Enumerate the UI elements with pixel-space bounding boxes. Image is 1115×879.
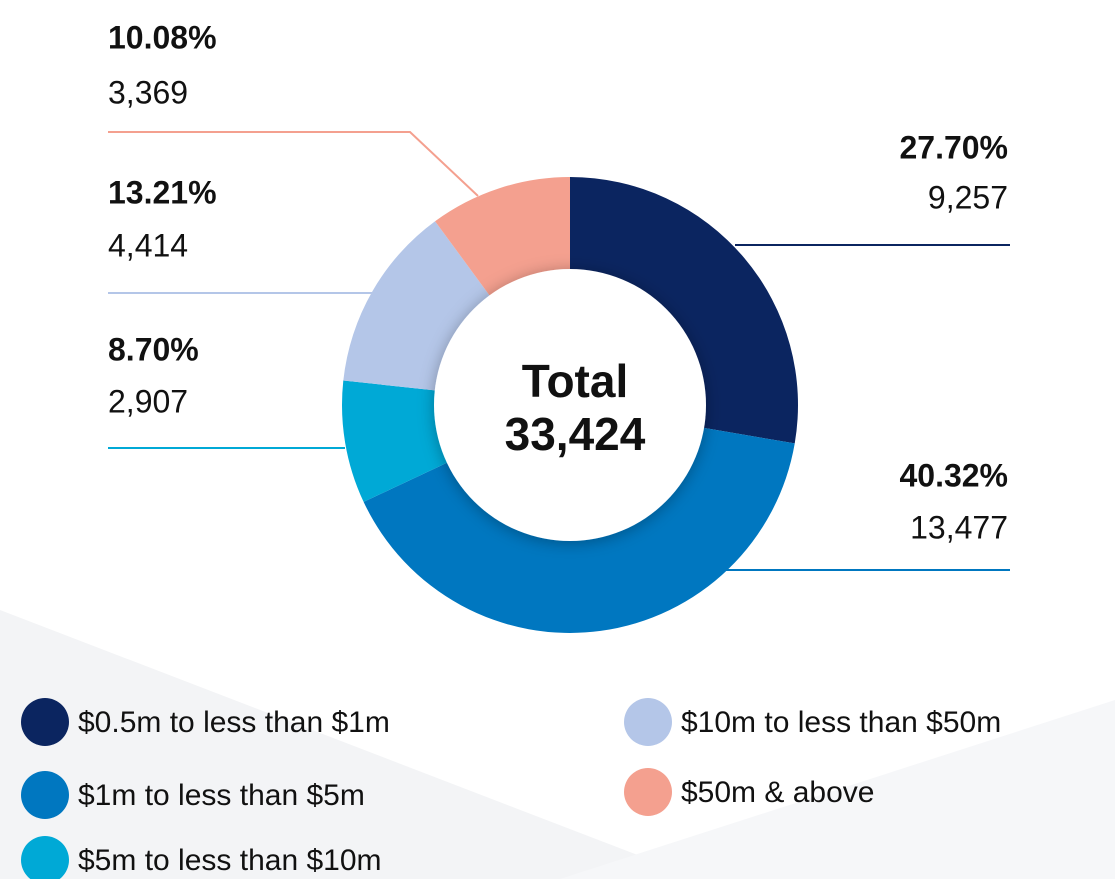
value-label: 3,369 — [108, 74, 188, 110]
slice — [341, 380, 453, 502]
legend-label: $50m & above — [681, 776, 874, 809]
background-shape — [0, 610, 700, 879]
center-label: Total — [522, 355, 628, 407]
legend-swatch — [624, 698, 672, 746]
percent-label: 8.70% — [108, 331, 199, 367]
donut-hole — [434, 269, 706, 541]
center-value: 33,424 — [505, 408, 646, 460]
percent-label: 40.32% — [899, 457, 1008, 493]
percent-label: 27.70% — [899, 129, 1008, 165]
legend-swatch — [21, 698, 69, 746]
legend-swatch — [21, 836, 69, 879]
legend-swatch — [624, 768, 672, 816]
value-label: 4,414 — [108, 227, 188, 263]
legend-label: $0.5m to less than $1m — [78, 706, 390, 739]
percent-label: 13.21% — [108, 174, 217, 210]
slice — [570, 177, 798, 444]
background-shape — [560, 700, 1115, 879]
value-label: 9,257 — [928, 179, 1008, 215]
slice — [343, 221, 494, 392]
legend-label: $1m to less than $5m — [78, 779, 365, 812]
donut — [341, 177, 798, 634]
slice — [435, 177, 570, 301]
leader-line — [108, 131, 479, 197]
legend-swatch — [21, 771, 69, 819]
legend-label: $5m to less than $10m — [78, 844, 382, 877]
legend-label: $10m to less than $50m — [681, 706, 1001, 739]
value-label: 2,907 — [108, 383, 188, 419]
value-label: 13,477 — [910, 509, 1008, 545]
slice — [363, 426, 795, 634]
percent-label: 10.08% — [108, 19, 217, 55]
